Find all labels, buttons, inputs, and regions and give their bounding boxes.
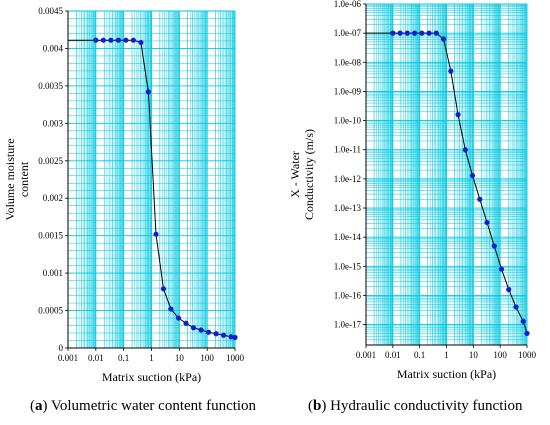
- caption-a-text: Volumetric water content function: [47, 398, 257, 414]
- c0-y-tick-label: 0.0025: [38, 156, 63, 166]
- c0-x-tick-label: 100: [200, 353, 214, 363]
- c0-y-axis-label-line: Volume moisture: [3, 138, 17, 220]
- chart-volumetric-water-content: 0.001 0.01 0.1 1 10 100 1000 0 0.0005 0.001 0.0015…: [3, 6, 245, 384]
- c1-data-point: [397, 30, 403, 36]
- c0-y-tick-label: 0.0005: [38, 306, 63, 316]
- c1-data-point: [419, 30, 425, 36]
- c1-y-axis-label-line: X - Water: [288, 151, 302, 198]
- c1-data-point: [455, 112, 461, 118]
- c1-y-axis-label-line: Conductivity (m/s): [302, 129, 316, 220]
- c0-data-point: [220, 332, 227, 338]
- c1-data-point: [484, 219, 490, 226]
- c0-data-point: [100, 37, 106, 43]
- c1-y-tick-label: 1.0e-12: [334, 174, 361, 184]
- c1-x-tick-label: 1: [444, 350, 449, 360]
- c0-y-tick-label: 0.002: [43, 193, 63, 203]
- c0-data-point: [93, 37, 99, 43]
- c0-x-tick-label: 0.01: [88, 353, 104, 363]
- c0-x-tick-label: 0.001: [58, 353, 78, 363]
- c1-data-point: [477, 196, 483, 202]
- c0-data-point: [190, 325, 197, 331]
- c0-x-tick-label: 1: [149, 353, 154, 363]
- c0-data-point: [213, 331, 219, 337]
- c0-data-point: [175, 315, 182, 321]
- c0-y-tick-label: 0.0045: [38, 6, 63, 16]
- caption-b-text: Hydraulic conductivity function: [326, 398, 523, 414]
- c0-x-axis-label: Matrix suction (kPa): [102, 370, 201, 384]
- chart-hydraulic-conductivity: 0.001 0.01 0.1 1 10 100 1000 1.0e-06 1.0e-07 1.0e…: [288, 0, 537, 381]
- c0-x-tick-label: 0.1: [118, 353, 129, 363]
- c1-y-tick-label: 1.0e-11: [334, 145, 361, 155]
- c0-data-point: [228, 334, 234, 340]
- c0-y-tick-label: 0: [59, 343, 64, 353]
- caption-b: (b) Hydraulic conductivity function: [308, 398, 523, 414]
- c1-data-point: [462, 147, 468, 153]
- c0-data-point: [205, 329, 212, 335]
- caption-a-tag: a: [35, 398, 43, 414]
- c1-data-point: [404, 30, 410, 36]
- c1-y-tick-label: 1.0e-15: [334, 261, 362, 271]
- c0-data-point: [160, 286, 167, 292]
- c1-data-point: [426, 30, 432, 36]
- c1-data-point: [433, 30, 439, 36]
- c0-curve: [95, 39, 236, 339]
- c0-data-point: [168, 306, 174, 312]
- c1-x-tick-label: 10: [469, 350, 479, 360]
- c1-x-tick-label: 0.1: [414, 350, 425, 360]
- c1-data-point: [448, 68, 454, 74]
- c0-y-tick-label: 0.001: [43, 268, 63, 278]
- c0-x-tick-label: 10: [175, 353, 185, 363]
- c0-data-point: [108, 37, 114, 43]
- c1-y-tick-label: 1.0e-09: [334, 86, 362, 96]
- c1-y-tick-label: 1.0e-17: [334, 320, 362, 330]
- caption-b-tag: b: [313, 398, 322, 414]
- c0-data-point: [115, 37, 121, 43]
- c1-data-point: [520, 318, 526, 324]
- c0-y-tick-label: 0.004: [43, 43, 64, 53]
- c1-y-tick-label: 1.0e-10: [334, 116, 362, 126]
- caption-a: (a) Volumetric water content function: [30, 398, 257, 414]
- c1-data-point: [524, 330, 530, 336]
- c0-y-axis-label-line: content: [17, 161, 31, 197]
- c1-data-point: [491, 243, 497, 249]
- c0-data-point: [232, 334, 238, 341]
- c0-data-point: [145, 89, 152, 95]
- c0-data-point: [123, 37, 129, 43]
- c1-y-tick-label: 1.0e-06: [334, 0, 362, 9]
- c1-x-tick-label: 1000: [518, 350, 537, 360]
- c1-y-tick-label: 1.0e-08: [334, 57, 362, 67]
- c0-data-point: [183, 320, 189, 326]
- c1-data-point: [469, 172, 476, 179]
- c1-data-point: [390, 30, 396, 36]
- c1-data-point: [513, 304, 519, 310]
- c1-data-point: [440, 36, 447, 42]
- c1-x-tick-label: 0.01: [385, 350, 401, 360]
- c0-data-point: [138, 39, 144, 46]
- c1-x-tick-label: 100: [493, 350, 507, 360]
- c1-data-point: [498, 266, 505, 272]
- c1-x-tick-label: 0.001: [356, 350, 376, 360]
- c0-data-point: [198, 327, 204, 333]
- c1-y-tick-label: 1.0e-13: [334, 203, 362, 213]
- c1-y-tick-label: 1.0e-07: [334, 28, 362, 38]
- c1-x-axis-label: Matrix suction (kPa): [397, 367, 496, 381]
- c1-y-tick-label: 1.0e-14: [334, 232, 362, 242]
- c0-y-tick-label: 0.0015: [38, 231, 63, 241]
- c1-y-tick-label: 1.0e-16: [334, 290, 362, 300]
- c1-data-point: [506, 286, 512, 293]
- c1-data-point: [411, 30, 418, 36]
- c0-data-point: [130, 37, 137, 43]
- c0-data-point: [153, 231, 159, 237]
- c0-y-tick-label: 0.0035: [38, 81, 63, 91]
- c0-x-tick-label: 1000: [226, 353, 245, 363]
- c0-y-tick-label: 0.003: [43, 118, 64, 128]
